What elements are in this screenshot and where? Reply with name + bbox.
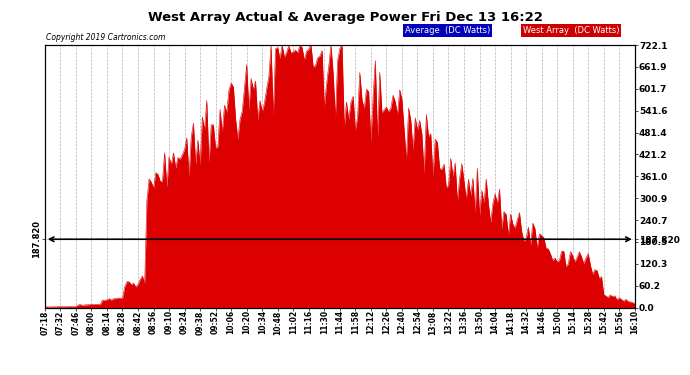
Text: West Array  (DC Watts): West Array (DC Watts) bbox=[523, 26, 619, 35]
Text: Copyright 2019 Cartronics.com: Copyright 2019 Cartronics.com bbox=[46, 33, 166, 42]
Text: Average  (DC Watts): Average (DC Watts) bbox=[405, 26, 490, 35]
Text: West Array Actual & Average Power Fri Dec 13 16:22: West Array Actual & Average Power Fri De… bbox=[148, 11, 542, 24]
